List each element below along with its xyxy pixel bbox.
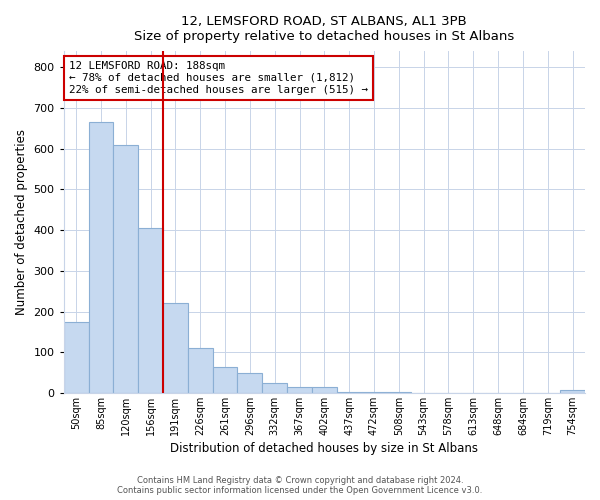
Bar	[287, 387, 312, 393]
Y-axis label: Number of detached properties: Number of detached properties	[15, 129, 28, 315]
Bar	[337, 392, 362, 393]
Bar	[212, 368, 238, 393]
Bar	[163, 304, 188, 393]
Title: 12, LEMSFORD ROAD, ST ALBANS, AL1 3PB
Size of property relative to detached hous: 12, LEMSFORD ROAD, ST ALBANS, AL1 3PB Si…	[134, 15, 514, 43]
Bar	[560, 390, 585, 393]
Text: 12 LEMSFORD ROAD: 188sqm
← 78% of detached houses are smaller (1,812)
22% of sem: 12 LEMSFORD ROAD: 188sqm ← 78% of detach…	[69, 62, 368, 94]
Bar	[362, 392, 386, 393]
Bar	[138, 228, 163, 393]
Bar	[89, 122, 113, 393]
X-axis label: Distribution of detached houses by size in St Albans: Distribution of detached houses by size …	[170, 442, 478, 455]
Bar	[64, 322, 89, 393]
Bar	[188, 348, 212, 393]
Text: Contains HM Land Registry data © Crown copyright and database right 2024.
Contai: Contains HM Land Registry data © Crown c…	[118, 476, 482, 495]
Bar	[386, 392, 411, 393]
Bar	[312, 387, 337, 393]
Bar	[238, 374, 262, 393]
Bar	[113, 144, 138, 393]
Bar	[262, 382, 287, 393]
